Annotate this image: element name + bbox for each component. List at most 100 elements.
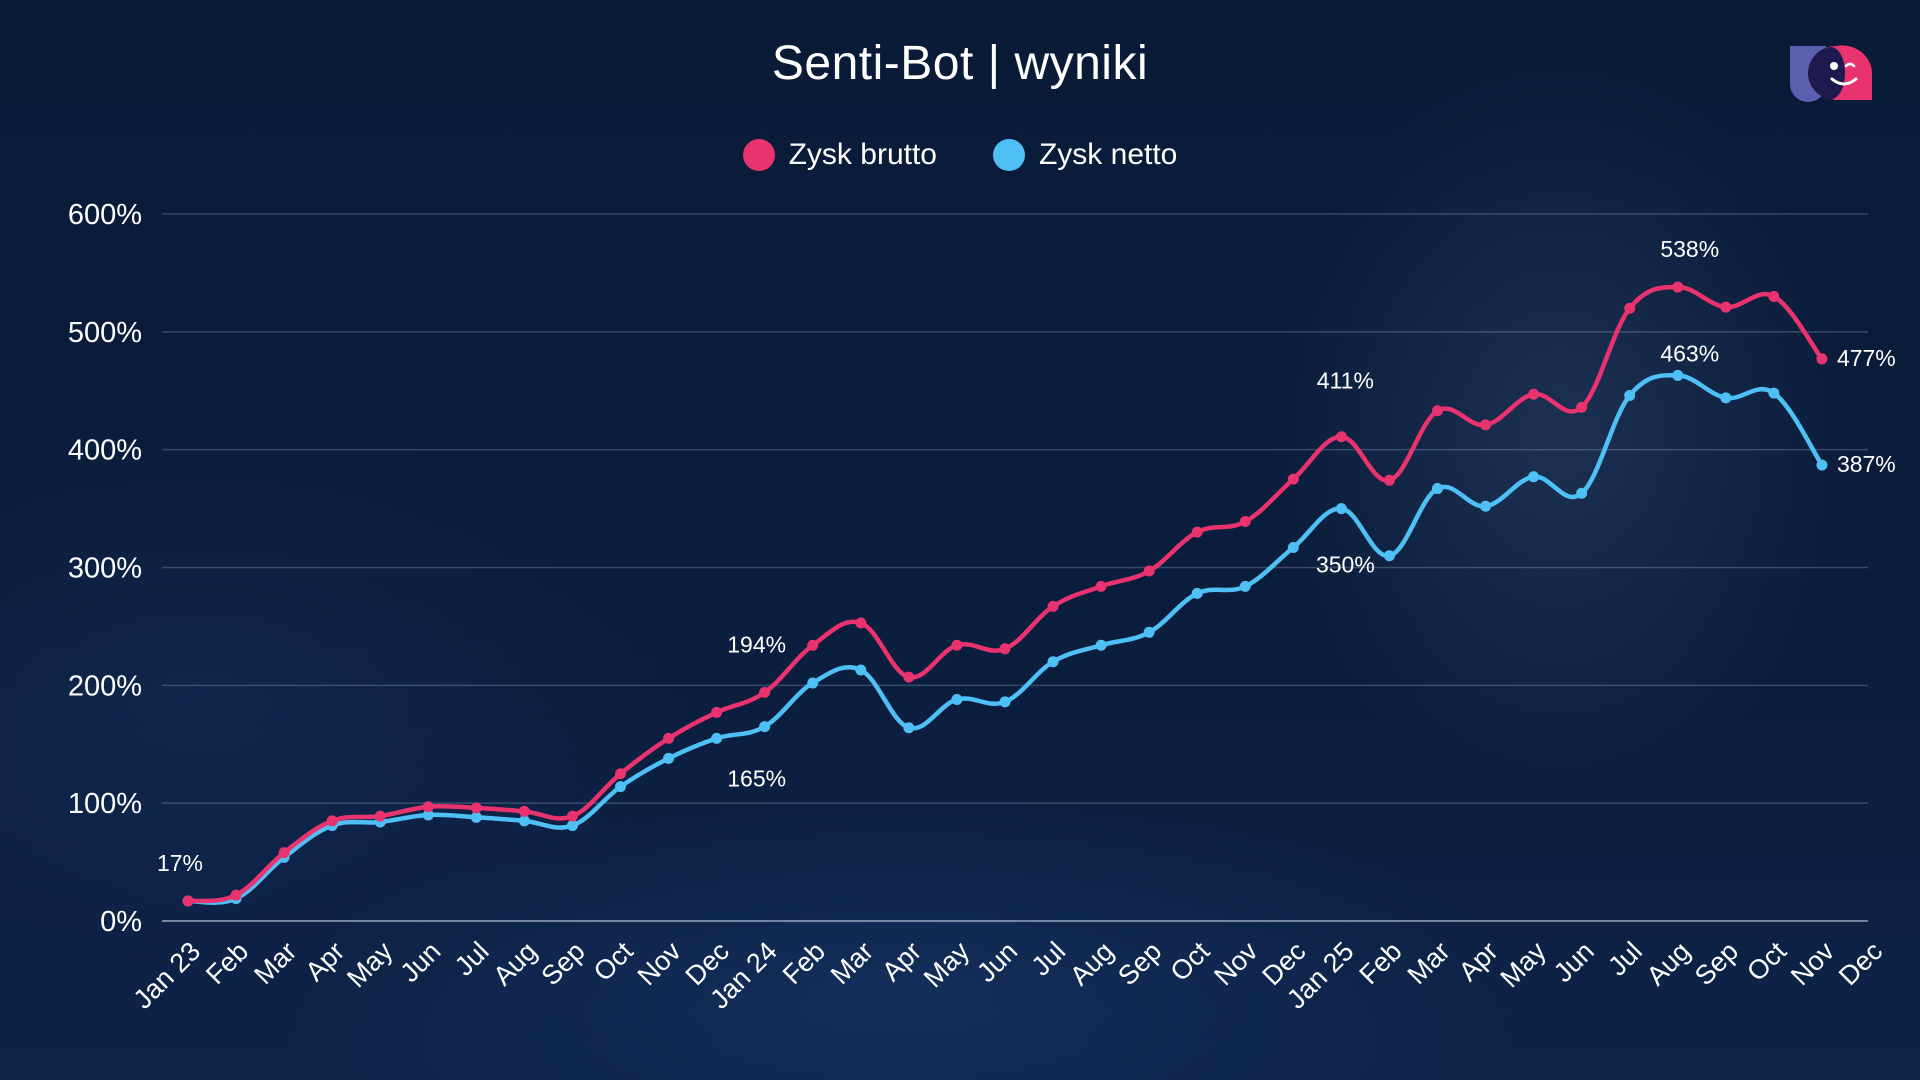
- x-tick-label: Oct: [1741, 936, 1792, 987]
- data-point[interactable]: [663, 732, 675, 744]
- data-label: 165%: [727, 766, 786, 792]
- data-point[interactable]: [1480, 419, 1492, 431]
- data-point[interactable]: [1816, 459, 1828, 471]
- data-point[interactable]: [1720, 301, 1732, 313]
- data-point[interactable]: [615, 768, 627, 780]
- data-point[interactable]: [1287, 541, 1299, 553]
- x-tick-label: May: [1495, 936, 1553, 994]
- data-point[interactable]: [759, 686, 771, 698]
- data-point[interactable]: [1191, 526, 1203, 538]
- data-point[interactable]: [1816, 353, 1828, 365]
- data-point[interactable]: [1095, 580, 1107, 592]
- x-tick-label: Feb: [1354, 936, 1408, 990]
- x-tick-label: Sep: [1689, 936, 1744, 991]
- x-tick-label: Mar: [248, 936, 302, 990]
- data-point[interactable]: [1528, 471, 1540, 483]
- data-point[interactable]: [855, 617, 867, 629]
- data-point[interactable]: [230, 889, 242, 901]
- legend-item-brutto[interactable]: Zysk brutto: [742, 138, 937, 172]
- legend-item-netto[interactable]: Zysk netto: [992, 138, 1177, 172]
- data-point[interactable]: [1624, 389, 1636, 401]
- data-point[interactable]: [615, 781, 627, 793]
- x-tick-label: Jul: [1602, 936, 1648, 982]
- data-point[interactable]: [903, 671, 915, 683]
- data-point[interactable]: [1431, 483, 1443, 495]
- x-tick-label: Mar: [1402, 936, 1456, 990]
- data-point[interactable]: [1191, 587, 1203, 599]
- legend-dot-icon: [992, 139, 1025, 171]
- data-point[interactable]: [1047, 656, 1059, 668]
- data-point[interactable]: [1480, 500, 1492, 512]
- data-point[interactable]: [1672, 281, 1684, 293]
- data-point[interactable]: [1287, 473, 1299, 485]
- data-point[interactable]: [566, 810, 578, 822]
- data-point[interactable]: [807, 639, 819, 651]
- data-label: 387%: [1837, 451, 1896, 477]
- series-lines: [182, 281, 1828, 907]
- data-point[interactable]: [470, 811, 482, 823]
- x-tick-label: Jun: [971, 936, 1023, 988]
- data-point[interactable]: [566, 820, 578, 832]
- data-label: 538%: [1660, 236, 1719, 262]
- data-point[interactable]: [1239, 516, 1251, 528]
- x-tick-label: Mar: [825, 936, 879, 990]
- data-point[interactable]: [1624, 302, 1636, 314]
- data-point[interactable]: [1720, 392, 1732, 404]
- data-point[interactable]: [326, 815, 338, 827]
- x-tick-label: Apr: [299, 936, 350, 987]
- x-tick-label: Nov: [632, 936, 688, 992]
- data-label: 411%: [1317, 368, 1374, 394]
- data-point[interactable]: [1383, 474, 1395, 486]
- data-point[interactable]: [1335, 503, 1347, 515]
- data-point[interactable]: [374, 810, 386, 822]
- y-tick-label: 100%: [68, 788, 142, 820]
- chart-title: Senti-Bot | wyniki: [771, 37, 1149, 90]
- data-point[interactable]: [1047, 600, 1059, 612]
- x-tick-label: May: [918, 936, 976, 994]
- data-point[interactable]: [1335, 431, 1347, 443]
- x-tick-label: Apr: [1453, 936, 1504, 987]
- data-point[interactable]: [1576, 401, 1588, 413]
- data-point[interactable]: [999, 643, 1011, 655]
- x-tick-label: Oct: [1165, 936, 1216, 987]
- data-point[interactable]: [951, 639, 963, 651]
- data-point[interactable]: [422, 801, 434, 813]
- data-point[interactable]: [951, 693, 963, 705]
- data-point[interactable]: [903, 722, 915, 734]
- x-tick-label: Nov: [1208, 936, 1264, 992]
- data-point[interactable]: [1143, 626, 1155, 638]
- y-tick-label: 0%: [100, 906, 142, 938]
- data-point[interactable]: [807, 677, 819, 689]
- data-point[interactable]: [518, 805, 530, 817]
- data-point[interactable]: [1528, 388, 1540, 400]
- data-point[interactable]: [1239, 580, 1251, 592]
- data-point[interactable]: [1576, 487, 1588, 499]
- data-point[interactable]: [999, 696, 1011, 708]
- data-point[interactable]: [278, 847, 290, 859]
- data-point[interactable]: [711, 706, 723, 718]
- x-tick-label: Aug: [1641, 936, 1696, 991]
- x-tick-label: Feb: [200, 936, 254, 990]
- data-point[interactable]: [759, 721, 771, 733]
- x-tick-label: Jun: [1548, 936, 1600, 988]
- data-point[interactable]: [1768, 290, 1780, 302]
- data-point[interactable]: [855, 664, 867, 676]
- x-tick-label: Jun: [395, 936, 447, 988]
- data-point[interactable]: [663, 752, 675, 764]
- data-point[interactable]: [1431, 405, 1443, 417]
- data-point[interactable]: [470, 802, 482, 814]
- gridlines: [162, 213, 1868, 922]
- data-point[interactable]: [1768, 387, 1780, 399]
- data-point[interactable]: [1143, 565, 1155, 577]
- data-point[interactable]: [1672, 369, 1684, 381]
- data-point[interactable]: [1095, 639, 1107, 651]
- data-point[interactable]: [711, 732, 723, 744]
- data-point[interactable]: [518, 815, 530, 827]
- data-point[interactable]: [422, 809, 434, 821]
- brand-logo-icon: [1790, 45, 1873, 102]
- data-point[interactable]: [1383, 550, 1395, 562]
- data-point[interactable]: [182, 895, 194, 907]
- x-tick-label: Sep: [536, 936, 591, 991]
